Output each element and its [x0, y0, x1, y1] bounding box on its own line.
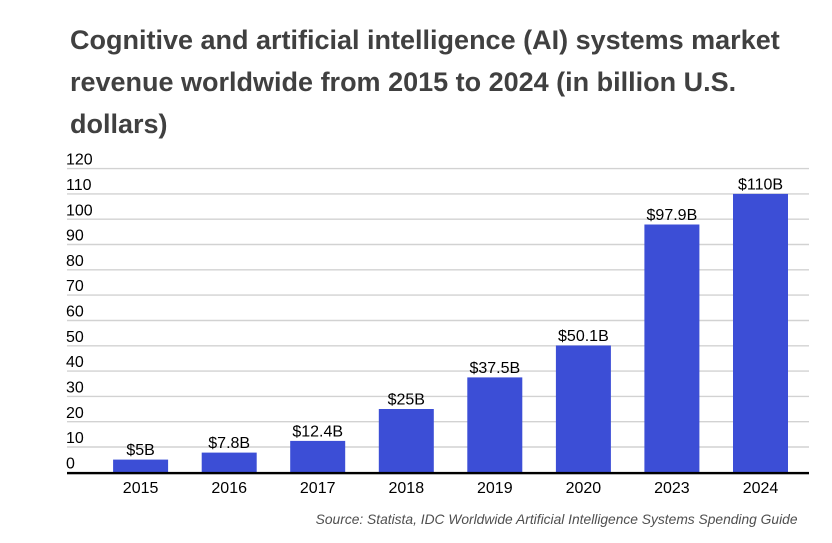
svg-text:50: 50 [66, 329, 84, 346]
svg-text:$97.9B: $97.9B [647, 207, 698, 224]
svg-text:Cognitive and artificial intel: Cognitive and artificial intelligence (A… [70, 25, 780, 55]
svg-text:40: 40 [66, 354, 84, 371]
svg-text:$37.5B: $37.5B [469, 360, 520, 377]
svg-text:110: 110 [66, 177, 92, 194]
svg-text:2020: 2020 [566, 480, 602, 497]
svg-text:90: 90 [66, 228, 84, 245]
svg-text:dollars): dollars) [70, 109, 168, 139]
svg-text:$7.8B: $7.8B [208, 435, 250, 452]
svg-text:$5B: $5B [126, 442, 154, 459]
svg-text:70: 70 [66, 278, 84, 295]
svg-text:2017: 2017 [300, 480, 336, 497]
svg-text:$50.1B: $50.1B [558, 328, 609, 345]
svg-text:60: 60 [66, 304, 84, 321]
svg-text:100: 100 [66, 202, 93, 219]
svg-text:$25B: $25B [388, 392, 425, 409]
svg-text:2024: 2024 [743, 480, 779, 497]
svg-text:20: 20 [66, 405, 84, 422]
svg-text:2019: 2019 [477, 480, 513, 497]
svg-text:revenue worldwide from 2015 to: revenue worldwide from 2015 to 2024 (in … [70, 67, 736, 97]
svg-text:0: 0 [66, 455, 75, 472]
svg-text:120: 120 [66, 152, 93, 169]
svg-text:Source: Statista, IDC Worldwid: Source: Statista, IDC Worldwide Artifici… [316, 512, 798, 527]
svg-text:$110B: $110B [738, 176, 783, 193]
svg-text:2023: 2023 [654, 480, 690, 497]
svg-text:2018: 2018 [389, 480, 425, 497]
svg-text:10: 10 [66, 430, 84, 447]
svg-text:80: 80 [66, 253, 84, 270]
svg-text:2016: 2016 [211, 480, 247, 497]
svg-text:30: 30 [66, 380, 84, 397]
svg-text:2015: 2015 [123, 480, 159, 497]
svg-text:$12.4B: $12.4B [292, 423, 343, 440]
